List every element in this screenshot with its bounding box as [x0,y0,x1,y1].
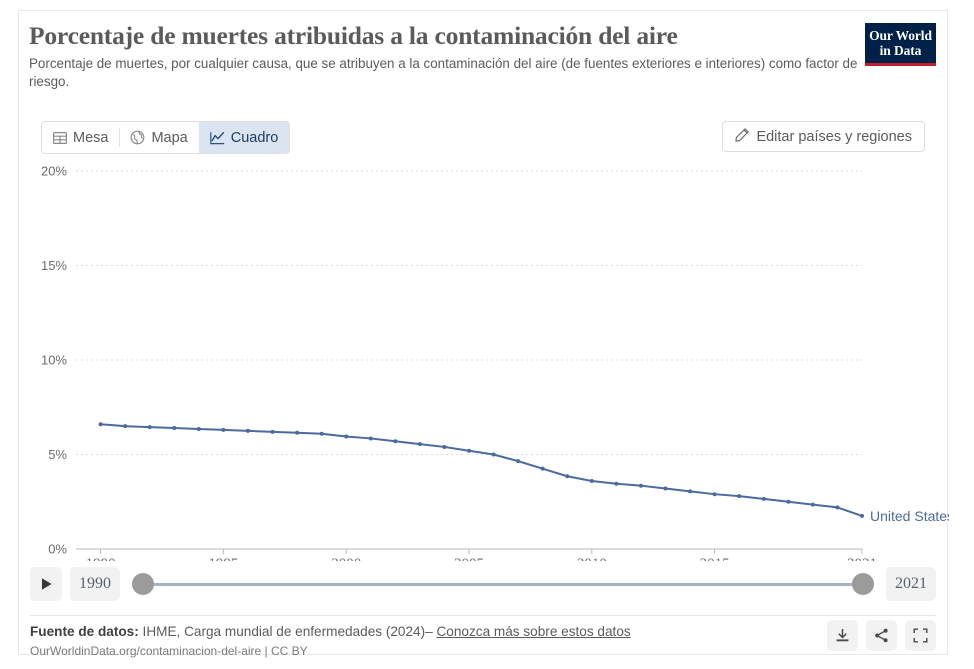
series-point[interactable] [737,494,742,499]
tab-mesa-label: Mesa [73,129,109,146]
fullscreen-icon [913,628,928,643]
series-point[interactable] [712,492,717,497]
series-point[interactable] [860,513,864,518]
series-point[interactable] [295,430,300,435]
series-point[interactable] [688,489,693,494]
timeline-track[interactable] [144,582,862,586]
x-axis-tick-label: 2005 [454,556,484,561]
series-point[interactable] [221,427,226,432]
series-point[interactable] [442,444,447,449]
tab-mapa[interactable]: Mapa [119,122,198,153]
series-point[interactable] [786,499,791,504]
play-icon [41,578,52,590]
tab-mapa-label: Mapa [151,129,188,146]
x-axis-tick-label: 2010 [577,556,607,561]
view-tab-group: Mesa Mapa [41,121,291,154]
chart-header: Porcentaje de muertes atribuidas a la co… [29,21,937,92]
chart-card: Porcentaje de muertes atribuidas a la co… [18,10,949,658]
series-label[interactable]: United States [870,508,949,524]
footer-action-buttons [827,620,936,651]
timeline-handle-end[interactable] [852,573,874,595]
y-axis-tick-label: 10% [41,353,67,368]
series-point[interactable] [540,466,545,471]
series-point[interactable] [319,431,324,436]
series-point[interactable] [196,426,201,431]
learn-more-link[interactable]: Conozca más sobre estos datos [436,624,631,639]
chart-footer: Fuente de datos: IHME, Carga mundial de … [30,615,936,665]
chart-plot-area[interactable]: 0% 5% 10% 15% 20% 1990 1995 2000 2005 2010 2015 202… [19,151,949,562]
logo-line-2: in Data [879,42,922,58]
line-chart-svg[interactable]: 0% 5% 10% 15% 20% 1990 1995 2000 2005 2010 2015 202… [19,151,949,562]
tab-cuadro-label: Cuadro [230,129,279,146]
x-axis-tick-label: 2015 [700,556,730,561]
chart-url-license: OurWorldinData.org/contaminacion-del-air… [30,644,308,659]
series-point[interactable] [417,442,422,447]
x-axis-tick-label: 2021 [847,556,877,561]
series-point[interactable] [368,436,373,441]
play-button[interactable] [30,567,62,601]
chart-subtitle: Porcentaje de muertes, por cualquier cau… [29,56,858,90]
series-point[interactable] [393,439,398,444]
series-point[interactable] [835,505,840,510]
data-source-prefix: Fuente de datos: [30,624,139,639]
series-point[interactable] [245,428,250,433]
timeline-end-year[interactable]: 2021 [886,567,936,601]
our-world-in-data-logo[interactable]: Our World in Data [865,23,936,67]
data-source-line: Fuente de datos: IHME, Carga mundial de … [30,623,936,641]
series-point[interactable] [172,426,177,431]
series-point[interactable] [491,452,496,457]
timeline-control[interactable]: 1990 2021 [30,564,936,604]
share-button[interactable] [866,620,897,651]
globe-icon [130,130,145,145]
series-point[interactable] [516,459,521,464]
download-icon [836,629,849,642]
series-line[interactable] [99,423,863,517]
series-point[interactable] [270,429,275,434]
y-axis-tick-label: 20% [41,164,67,179]
series-point[interactable] [614,481,619,486]
series-point[interactable] [123,424,128,429]
x-axis-tick-label: 1995 [208,556,238,561]
page-title: Porcentaje de muertes atribuidas a la co… [29,21,678,50]
timeline-handle-start[interactable] [132,573,154,595]
logo-line-1: Our World [869,28,932,43]
series-point[interactable] [344,434,349,439]
fullscreen-button[interactable] [905,620,936,651]
timeline-slider[interactable] [132,567,874,601]
pencil-icon [735,127,750,146]
table-icon [53,131,67,145]
x-axis-tick-label: 1990 [86,556,116,561]
series-point[interactable] [147,425,152,430]
series-point[interactable] [589,478,594,483]
y-axis-tick-label: 0% [48,542,67,557]
series-point[interactable] [565,474,570,479]
line-chart-icon [209,131,225,145]
download-button[interactable] [827,620,858,651]
series-point[interactable] [98,422,103,427]
y-axis-tick-label: 15% [41,258,67,273]
series-point[interactable] [638,483,643,488]
edit-countries-button[interactable]: Editar países y regiones [722,121,925,152]
edit-countries-label: Editar países y regiones [756,128,912,145]
tab-mesa[interactable]: Mesa [42,122,119,153]
share-icon [875,628,888,643]
timeline-start-year[interactable]: 1990 [70,567,120,601]
series-point[interactable] [761,496,766,501]
series-point[interactable] [467,448,471,453]
x-axis-tick-label: 2000 [331,556,361,561]
tab-cuadro[interactable]: Cuadro [198,122,290,153]
y-axis-tick-label: 5% [48,447,67,462]
series-point[interactable] [810,502,815,507]
data-source-text: IHME, Carga mundial de enfermedades (202… [142,624,433,639]
chart-controls: Mesa Mapa [30,121,936,154]
series-point[interactable] [663,486,668,491]
